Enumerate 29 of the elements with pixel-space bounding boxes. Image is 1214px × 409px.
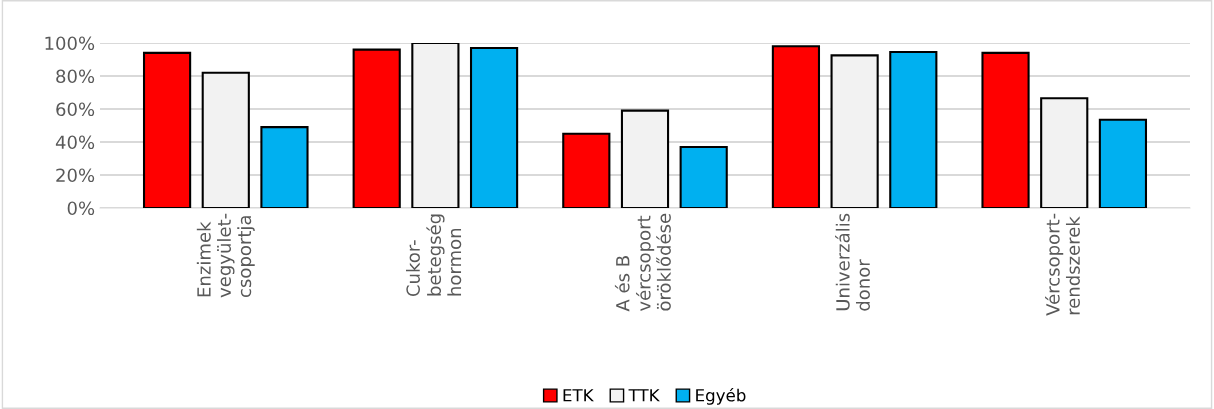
legend-label: ETK	[563, 389, 594, 402]
bar	[981, 51, 1030, 208]
legend-label: TTK	[628, 389, 660, 402]
bar	[830, 54, 879, 208]
bar	[679, 145, 728, 208]
x-tick-label: Enzimek vegyület- csoportja	[196, 213, 255, 298]
x-tick-label: Vércsoport- rendszerek	[1045, 213, 1080, 316]
y-tick-label: 60%	[56, 102, 95, 117]
y-tick-label: 0%	[67, 201, 95, 216]
bar	[771, 45, 821, 208]
bar	[1040, 97, 1089, 208]
bar	[411, 43, 460, 208]
x-tick-label: Univerzális donor	[835, 213, 870, 311]
bar	[201, 71, 250, 208]
bar	[469, 46, 519, 208]
bar	[142, 51, 192, 208]
y-tick-label: 100%	[45, 36, 95, 51]
y-tick-label: 80%	[56, 69, 95, 84]
x-tick-label: Cukor- betegség hormon	[406, 214, 462, 297]
legend-label: Egyéb	[696, 388, 746, 405]
bar	[260, 126, 309, 208]
y-tick-label: 40%	[55, 135, 95, 150]
y-tick-label: 20%	[56, 168, 95, 183]
bar	[620, 109, 670, 208]
x-tick-label: A és B vércsoport öröklődése	[614, 213, 671, 312]
bar	[562, 132, 611, 208]
bar	[1098, 118, 1148, 208]
bar	[889, 51, 938, 208]
bar	[352, 48, 401, 208]
